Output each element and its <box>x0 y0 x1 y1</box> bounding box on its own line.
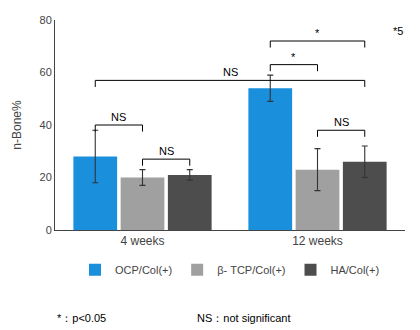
svg-text:60: 60 <box>40 66 52 78</box>
svg-text:80: 80 <box>40 14 52 26</box>
svg-text:40: 40 <box>40 119 52 131</box>
svg-text:NS: NS <box>334 116 349 128</box>
svg-text:n-Bone%: n-Bone% <box>10 100 24 150</box>
svg-text:NS: NS <box>223 66 238 78</box>
svg-text:β- TCP/Col(+): β- TCP/Col(+) <box>217 264 285 276</box>
svg-text:0: 0 <box>46 224 52 236</box>
svg-text:*5: *5 <box>393 25 403 37</box>
svg-text:NS：not significant: NS：not significant <box>197 312 291 324</box>
svg-text:4 weeks: 4 weeks <box>120 234 164 248</box>
svg-text:12 weeks: 12 weeks <box>292 234 343 248</box>
svg-text:NS: NS <box>111 111 126 123</box>
svg-text:*：p<0.05: *：p<0.05 <box>57 312 106 324</box>
svg-text:NS: NS <box>159 145 174 157</box>
svg-text:20: 20 <box>40 171 52 183</box>
svg-text:HA/Col(+): HA/Col(+) <box>331 264 380 276</box>
svg-text:*: * <box>315 27 320 39</box>
svg-text:*: * <box>291 51 296 63</box>
svg-text:OCP/Col(+): OCP/Col(+) <box>115 264 172 276</box>
